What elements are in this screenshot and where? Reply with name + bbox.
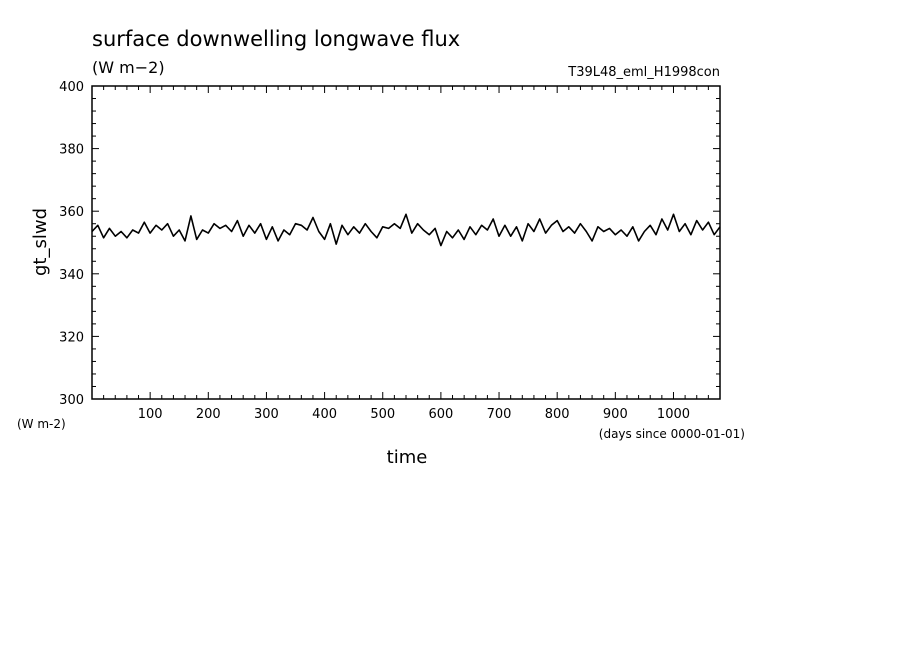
x-tick-label: 800	[545, 407, 570, 422]
x-tick-label: 100	[138, 407, 163, 422]
x-axis-label: time	[387, 447, 428, 468]
y-tick-label: 340	[59, 268, 84, 283]
x-tick-label: 300	[254, 407, 279, 422]
x-tick-label: 1000	[657, 407, 690, 422]
x-axis-units: (days since 0000-01-01)	[599, 427, 745, 441]
x-tick-label: 200	[196, 407, 221, 422]
x-tick-label: 700	[487, 407, 512, 422]
x-tick-label: 600	[428, 407, 453, 422]
chart-title: surface downwelling longwave flux	[92, 27, 460, 51]
chart-units-label: (W m−2)	[92, 58, 165, 77]
y-tick-label: 300	[59, 393, 84, 408]
x-tick-label: 500	[370, 407, 395, 422]
y-axis-units: (W m-2)	[17, 417, 66, 431]
y-tick-label: 400	[59, 80, 84, 95]
plot-frame	[91, 85, 721, 400]
experiment-label: T39L48_eml_H1998con	[567, 65, 720, 80]
y-tick-label: 320	[59, 330, 84, 345]
axis-ticks	[92, 85, 720, 400]
x-tick-label: 400	[312, 407, 337, 422]
y-tick-label: 380	[59, 143, 84, 158]
y-tick-label: 360	[59, 205, 84, 220]
y-axis-label: gt_slwd	[30, 208, 51, 276]
series-line	[91, 213, 721, 247]
x-tick-label: 900	[603, 407, 628, 422]
axis-tick-labels: 100 200 300 400 500 600 700 800 900 1000 300 320 340…	[59, 80, 690, 422]
